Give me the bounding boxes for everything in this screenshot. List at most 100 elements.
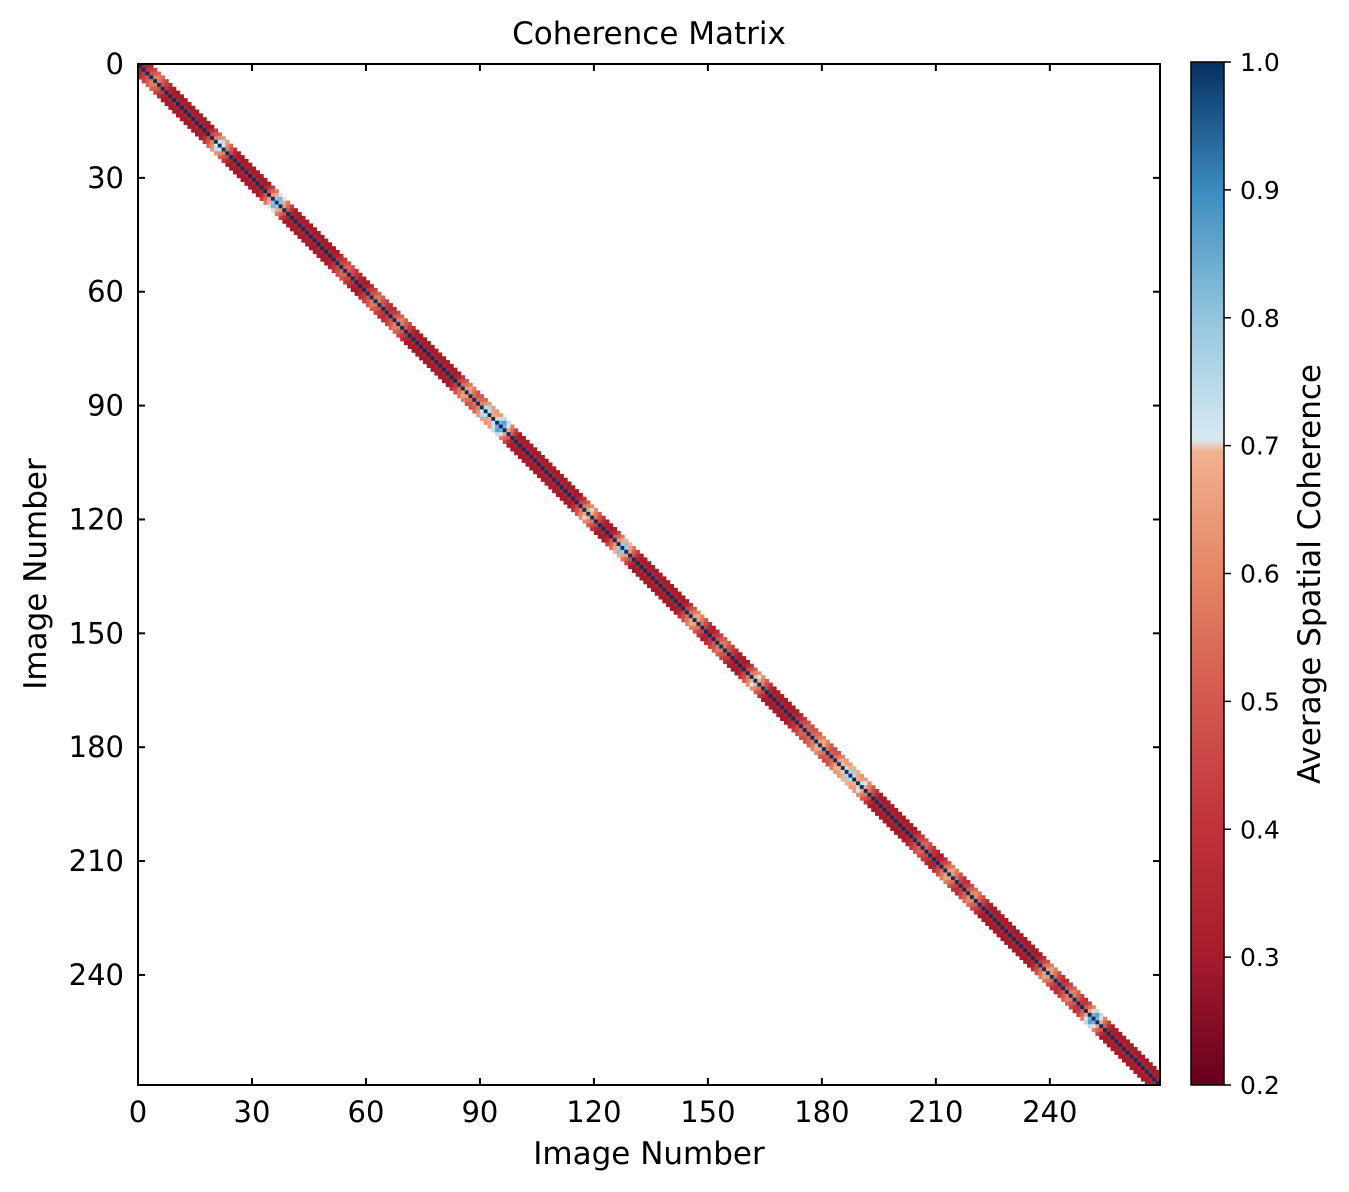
heatmap-cell: [468, 394, 473, 399]
heatmap-cell: [996, 914, 1001, 919]
heatmap-cell: [856, 788, 861, 794]
heatmap-cell: [365, 284, 371, 289]
heatmap-cell: [981, 902, 986, 907]
heatmap-cell: [491, 405, 496, 410]
heatmap-cell: [1129, 1050, 1134, 1055]
heatmap-cell: [324, 249, 329, 255]
heatmap-cell: [563, 496, 568, 501]
heatmap-cell: [795, 724, 800, 729]
heatmap-cell: [419, 344, 424, 350]
heatmap-cell: [210, 128, 215, 133]
heatmap-cell: [415, 341, 420, 346]
heatmap-cell: [1034, 963, 1039, 968]
y-tick-label: 60: [87, 275, 124, 309]
heatmap-cell: [1076, 1005, 1081, 1010]
heatmap-cell: [859, 785, 865, 790]
heatmap-cell: [164, 82, 169, 88]
heatmap-cell: [992, 914, 997, 919]
heatmap-cell: [624, 549, 629, 554]
heatmap-cell: [981, 899, 986, 904]
heatmap-cell: [1004, 933, 1009, 938]
heatmap-cell: [1137, 1062, 1142, 1067]
heatmap-cell: [263, 181, 268, 186]
heatmap-cell: [951, 880, 956, 885]
heatmap-cell: [962, 880, 967, 885]
heatmap-cell: [905, 830, 910, 835]
heatmap-cell: [525, 443, 530, 448]
heatmap-cell: [920, 853, 925, 858]
heatmap-cell: [510, 435, 515, 441]
heatmap-cell: [225, 143, 230, 148]
heatmap-cell: [628, 561, 633, 566]
heatmap-cell: [681, 606, 686, 611]
heatmap-cell: [582, 511, 587, 517]
heatmap-cell: [768, 682, 773, 687]
heatmap-cell: [909, 838, 914, 843]
heatmap-cell: [145, 82, 150, 88]
heatmap-cell: [1137, 1073, 1142, 1078]
heatmap-cell: [734, 671, 739, 676]
heatmap-cell: [327, 242, 333, 247]
heatmap-cell: [795, 713, 800, 718]
heatmap-cell: [924, 861, 929, 866]
heatmap-cell: [666, 580, 671, 585]
heatmap-cell: [453, 379, 458, 384]
heatmap-cell: [1084, 1005, 1089, 1010]
heatmap-cell: [502, 428, 507, 433]
heatmap-cell: [483, 416, 488, 422]
heatmap-cell: [928, 861, 933, 866]
heatmap-cell: [829, 766, 834, 771]
heatmap-cell: [704, 618, 709, 623]
heatmap-cell: [1141, 1073, 1146, 1078]
heatmap-cell: [616, 530, 621, 535]
heatmap-cell: [582, 500, 587, 505]
heatmap-cell: [179, 113, 184, 118]
heatmap-cell: [958, 872, 963, 877]
heatmap-cell: [517, 432, 523, 437]
heatmap-cell: [422, 341, 428, 346]
heatmap-cell: [837, 766, 842, 771]
heatmap-cell: [662, 591, 667, 596]
heatmap-cell: [1129, 1066, 1134, 1071]
heatmap-cell: [198, 132, 203, 137]
heatmap-cell: [764, 701, 770, 706]
heatmap-cell: [1034, 959, 1039, 964]
heatmap-cell: [920, 845, 925, 851]
heatmap-cell: [157, 82, 162, 88]
heatmap-cell: [1125, 1054, 1130, 1059]
heatmap-cell: [593, 515, 599, 520]
heatmap-cell: [407, 329, 412, 334]
heatmap-cell: [305, 242, 310, 247]
heatmap-cell: [852, 777, 857, 782]
heatmap-cell: [1065, 982, 1070, 987]
heatmap-cell: [730, 667, 735, 672]
heatmap-cell: [1004, 918, 1009, 923]
heatmap-cell: [635, 553, 640, 558]
heatmap-cell: [970, 902, 975, 907]
heatmap-cell: [1133, 1050, 1138, 1055]
heatmap-cell: [1152, 1066, 1157, 1071]
heatmap-cell: [1015, 940, 1020, 945]
heatmap-cell: [183, 105, 188, 110]
heatmap-cell: [985, 914, 990, 919]
heatmap-cell: [559, 489, 564, 494]
heatmap-cell: [818, 754, 823, 759]
heatmap-cell: [1106, 1028, 1111, 1033]
heatmap-cell: [707, 644, 713, 649]
heatmap-cell: [1072, 1005, 1077, 1010]
heatmap-cell: [802, 716, 808, 721]
heatmap-cell: [555, 492, 561, 498]
heatmap-cell: [1023, 952, 1028, 957]
heatmap-cell: [913, 834, 918, 839]
heatmap-cell: [620, 553, 625, 558]
heatmap-cell: [316, 238, 321, 243]
heatmap-cell: [1106, 1020, 1111, 1025]
heatmap-cell: [1122, 1054, 1127, 1059]
heatmap-cell: [286, 200, 291, 205]
heatmap-cell: [894, 830, 899, 835]
heatmap-cell: [172, 105, 177, 110]
heatmap-cell: [369, 306, 374, 312]
heatmap-cell: [935, 857, 940, 862]
heatmap-cell: [153, 90, 158, 95]
heatmap-cell: [240, 162, 245, 167]
